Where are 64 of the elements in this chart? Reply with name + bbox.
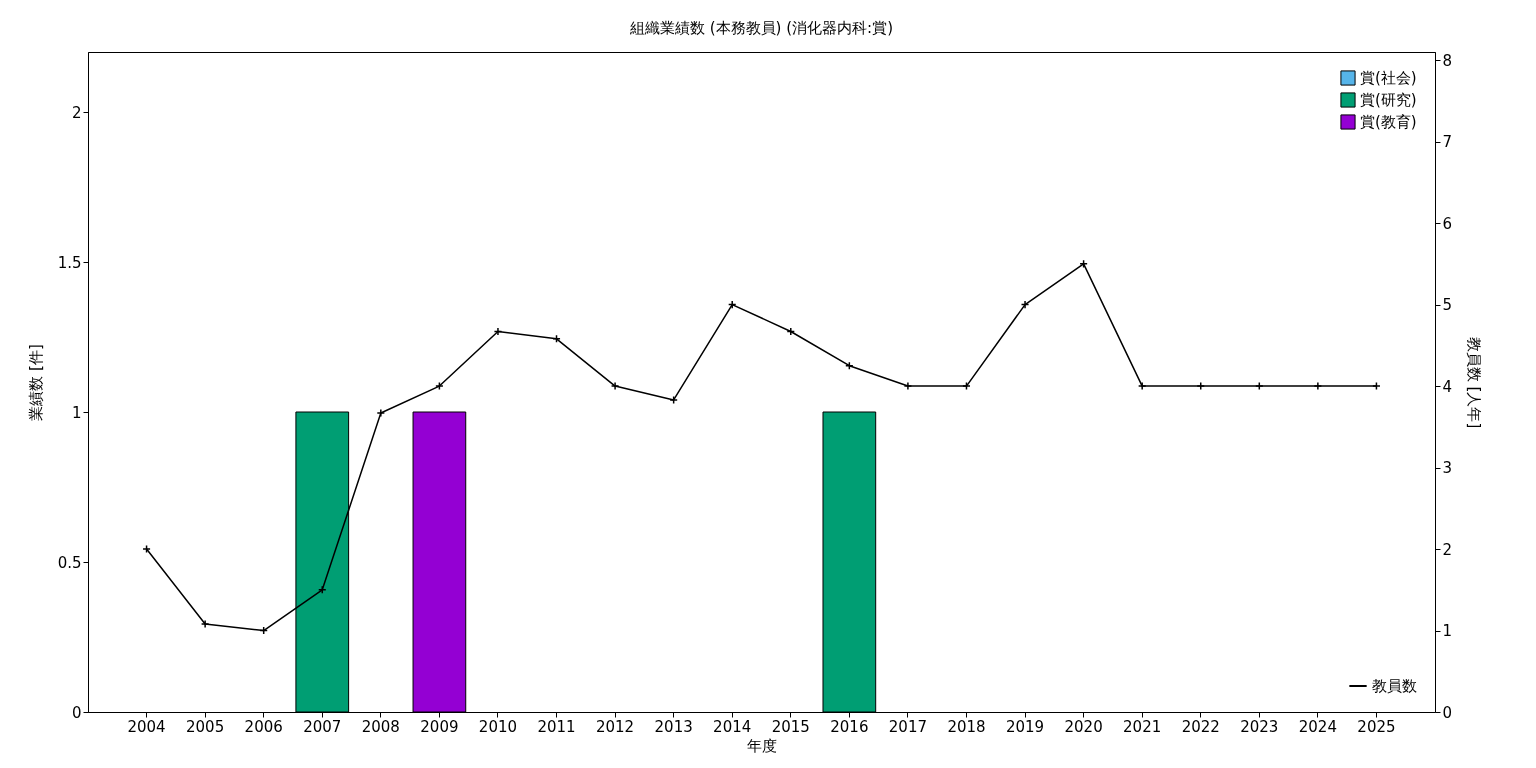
x-tick-label: 2013 [654, 717, 693, 736]
x-tick-label: 2004 [127, 717, 166, 736]
point [317, 585, 327, 595]
point [786, 327, 796, 336]
x-tick-label: 2011 [537, 717, 576, 736]
point [493, 327, 503, 336]
x-tick-label: 2022 [1181, 717, 1220, 736]
y2-tick-label: 3 [1442, 459, 1453, 478]
x-tick-label: 2005 [186, 717, 225, 736]
y-axis-title: 業績数 [件] [26, 344, 45, 421]
legend-label: 賞(教育) [1360, 113, 1417, 131]
point [435, 381, 444, 391]
point [142, 544, 151, 554]
point [962, 381, 971, 391]
x-tick-label: 2023 [1240, 717, 1279, 736]
x-tick-label: 2010 [478, 717, 518, 736]
x-tick-label: 2024 [1298, 717, 1337, 736]
x-tick-label: 2012 [595, 717, 635, 736]
point [552, 334, 561, 344]
legend-label: 教員数 [1372, 677, 1417, 695]
x-tick-label: 2015 [771, 717, 810, 736]
y-tick-label: 0.5 [57, 553, 82, 572]
point [1079, 259, 1088, 269]
x-tick-label: 2009 [420, 717, 459, 736]
legend-label: 賞(研究) [1360, 91, 1417, 109]
point [376, 408, 386, 418]
y-tick-label: 2 [71, 103, 82, 122]
x-tick-label: 2025 [1357, 717, 1396, 736]
legend-label: 賞(社会) [1360, 69, 1417, 87]
y2-tick-label: 8 [1442, 51, 1453, 70]
point [1137, 381, 1147, 391]
x-tick-label: 2019 [1005, 717, 1045, 736]
x-tick-label: 2006 [244, 717, 283, 736]
y2-tick-label: 7 [1442, 133, 1453, 152]
y2-tick-label: 2 [1442, 540, 1453, 559]
chart-title: 組織業績数 (本務教員) (消化器内科:賞) [629, 19, 893, 37]
point [1372, 381, 1381, 391]
x-tick-label: 2020 [1064, 717, 1103, 736]
x-tick-label: 2016 [830, 717, 869, 736]
y2-tick-label: 5 [1442, 296, 1453, 315]
y2-tick-label: 6 [1442, 214, 1453, 233]
x-tick-label: 2014 [713, 717, 752, 736]
point [200, 619, 210, 629]
point [669, 395, 678, 405]
point [1255, 381, 1264, 391]
point [1196, 381, 1206, 391]
x-axis-title: 年度 [747, 736, 777, 755]
point [1313, 381, 1323, 391]
y2-tick-label: 1 [1442, 622, 1453, 641]
point [727, 300, 737, 309]
point [903, 381, 913, 391]
y-tick-label: 1.5 [57, 253, 82, 272]
y-tick-label: 1 [71, 403, 82, 422]
x-tick-label: 2018 [947, 717, 986, 736]
x-tick-label: 2021 [1123, 717, 1162, 736]
y-tick-label: 0 [71, 703, 82, 722]
y2-tick-label: 4 [1442, 377, 1453, 396]
x-tick-label: 2017 [888, 717, 928, 736]
y2-axis-title: 教員数 [人年] [1465, 336, 1484, 429]
point [610, 381, 620, 391]
y2-tick-label: 0 [1442, 703, 1453, 722]
x-tick-label: 2007 [303, 717, 342, 736]
point [1020, 300, 1030, 309]
x-tick-label: 2008 [361, 717, 400, 736]
